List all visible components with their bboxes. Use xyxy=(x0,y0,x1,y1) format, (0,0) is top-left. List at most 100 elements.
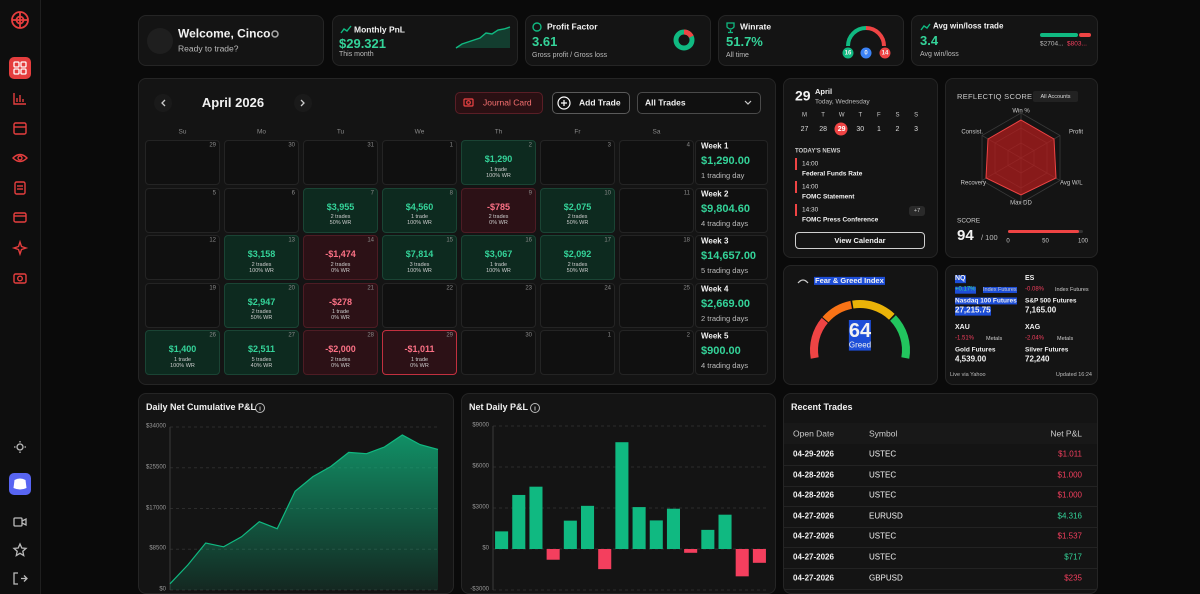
calendar-day[interactable] xyxy=(145,235,220,280)
score-value: 94 xyxy=(957,226,974,244)
button-label[interactable]: View Calendar xyxy=(834,235,886,245)
table-row-divider xyxy=(784,526,1097,528)
date-day: 29 xyxy=(795,87,811,104)
view-calendar-button[interactable] xyxy=(795,232,925,249)
calendar-day[interactable] xyxy=(303,282,378,328)
calendar-day[interactable] xyxy=(540,330,615,375)
week-day: 28 xyxy=(819,125,827,133)
table-title: Recent Trades xyxy=(791,402,853,413)
calendar-day[interactable] xyxy=(540,282,615,328)
day-trades: 2 trades xyxy=(251,261,272,268)
welcome-subtitle: Ready to trade? xyxy=(178,43,239,54)
select-value[interactable]: All Trades xyxy=(645,97,686,108)
trade-date: 04-27-2026 xyxy=(793,531,834,541)
trade-symbol: USTEC xyxy=(869,490,897,500)
day-trades: 2 trades xyxy=(251,308,272,315)
market-symbol: XAG xyxy=(1025,324,1041,332)
day-number: 12 xyxy=(209,237,216,244)
calendar-day[interactable] xyxy=(382,235,457,280)
day-pnl: -$2,000 xyxy=(325,344,356,355)
day-winrate: 0% WR xyxy=(331,362,350,369)
day-pnl: -$278 xyxy=(328,296,353,307)
week-header: T xyxy=(821,112,825,119)
calendar-day[interactable] xyxy=(382,140,457,185)
welcome-title: Welcome, Cinco xyxy=(178,26,271,41)
market-symbol: ES xyxy=(1025,275,1035,283)
week-label: Week 4 xyxy=(701,284,729,294)
trade-symbol: USTEC xyxy=(869,449,897,459)
nav-icons[interactable] xyxy=(11,93,29,284)
button-label[interactable]: Journal Card xyxy=(483,97,532,108)
day-pnl: $3,067 xyxy=(484,249,513,260)
card-caption: All time xyxy=(726,52,749,60)
calendar-day[interactable] xyxy=(145,330,220,375)
score-scale-label: 0 xyxy=(1006,238,1010,245)
calendar-day[interactable] xyxy=(461,235,536,280)
calendar-day[interactable] xyxy=(619,187,694,233)
calendar-day[interactable] xyxy=(382,282,457,328)
table-row-divider xyxy=(784,588,1097,590)
calendar-day[interactable] xyxy=(619,235,694,280)
day-trades: 3 trades xyxy=(409,261,430,268)
week-day: 27 xyxy=(800,125,809,133)
add-trade-button[interactable] xyxy=(552,92,630,114)
calendar-day[interactable] xyxy=(145,282,220,328)
calendar-day[interactable] xyxy=(461,330,536,375)
news-event: FOMC Press Conference xyxy=(802,216,879,224)
calendar-day[interactable] xyxy=(540,140,615,185)
market-price: 27,215.75 xyxy=(955,305,991,316)
calendar-day[interactable] xyxy=(461,187,536,233)
calendar-day[interactable] xyxy=(224,140,299,185)
calendar-day[interactable] xyxy=(619,282,694,328)
calendar-day[interactable] xyxy=(303,330,378,375)
calendar-day[interactable] xyxy=(145,187,220,233)
day-number: 21 xyxy=(367,285,374,292)
week-summary xyxy=(695,282,768,328)
calendar-day[interactable] xyxy=(619,140,694,185)
calendar-day[interactable] xyxy=(461,140,536,185)
trade-pnl: $1.000 xyxy=(1057,470,1082,480)
nav-active[interactable] xyxy=(9,57,31,79)
calendar-day[interactable] xyxy=(382,187,457,233)
day-winrate: 0% WR xyxy=(331,314,350,321)
filter-select[interactable] xyxy=(637,92,761,114)
y-tick-label: $6000 xyxy=(472,463,489,470)
calendar-day[interactable] xyxy=(540,187,615,233)
week-day: 29 xyxy=(837,125,846,133)
calendar-day[interactable] xyxy=(303,235,378,280)
button-label[interactable]: Add Trade xyxy=(579,97,621,108)
date-month: April xyxy=(815,86,833,96)
calendar-day[interactable] xyxy=(224,235,299,280)
radar-axis-label: Win % xyxy=(1012,108,1030,115)
y-tick-label: $0 xyxy=(159,586,166,593)
week-total: $900.00 xyxy=(701,344,741,357)
calendar-day[interactable] xyxy=(224,187,299,233)
market-change: -1.51% xyxy=(955,335,975,342)
calendar-day[interactable] xyxy=(224,330,299,375)
markets-card xyxy=(945,265,1098,385)
calendar-day[interactable] xyxy=(540,235,615,280)
discord-button[interactable] xyxy=(9,473,31,495)
daily-chart-card xyxy=(461,393,776,594)
journal-card-button[interactable] xyxy=(455,92,543,114)
calendar-day[interactable] xyxy=(145,140,220,185)
trade-symbol: USTEC xyxy=(869,531,897,541)
market-category: Index Futures xyxy=(1055,286,1089,293)
calendar-day[interactable] xyxy=(461,282,536,328)
calendar-day[interactable] xyxy=(303,187,378,233)
day-number: 14 xyxy=(367,237,374,244)
market-change: +0.17% xyxy=(955,286,976,294)
nav-bottom-icons[interactable] xyxy=(12,441,28,585)
cumulative-chart-card xyxy=(138,393,454,594)
fear-greed-title: Fear & Greed Index xyxy=(814,275,885,286)
calendar-day[interactable] xyxy=(224,282,299,328)
calendar-day[interactable] xyxy=(382,330,457,375)
day-winrate: 100% WR xyxy=(486,267,511,274)
calendar-day[interactable] xyxy=(303,140,378,185)
day-pnl: $1,290 xyxy=(484,154,513,165)
calendar-day[interactable] xyxy=(619,330,694,375)
trade-date: 04-28-2026 xyxy=(793,490,834,500)
fear-greed-label: Greed xyxy=(848,340,872,351)
y-tick-label: $0 xyxy=(482,545,489,552)
